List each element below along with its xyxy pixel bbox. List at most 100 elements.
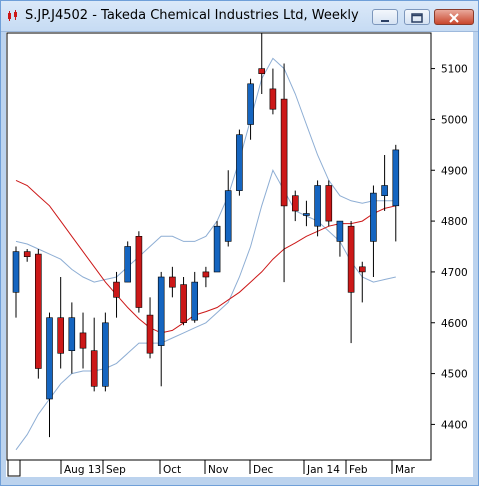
- candle-5[interactable]: [68, 302, 76, 374]
- candle-21[interactable]: [247, 78, 254, 140]
- candle-7[interactable]: [90, 317, 98, 392]
- candle-6[interactable]: [79, 312, 87, 369]
- minimize-button[interactable]: [372, 9, 398, 25]
- moving-average-layer: [15, 179, 396, 334]
- close-button[interactable]: [434, 9, 474, 25]
- candle-body: [180, 284, 187, 324]
- candle-8[interactable]: [102, 312, 109, 392]
- candles-layer: [12, 33, 400, 438]
- candle-2[interactable]: [34, 249, 42, 379]
- candle-body: [102, 322, 109, 387]
- candle-28[interactable]: [325, 180, 333, 227]
- candle-16[interactable]: [191, 271, 198, 323]
- candle-body: [124, 246, 131, 283]
- candle-body: [68, 317, 76, 352]
- band-lower-line: [15, 169, 396, 451]
- y-tick-label: 4900: [441, 165, 468, 177]
- candle-27[interactable]: [314, 180, 321, 237]
- y-tick-label: 4500: [441, 369, 468, 381]
- y-axis: 4400 4500 4600 4700 4800 4900 5000 5100: [431, 64, 468, 431]
- y-tick-label: 4400: [441, 419, 468, 431]
- candle-body: [381, 185, 388, 196]
- candle-22[interactable]: [258, 33, 265, 94]
- y-tick-label: 4700: [441, 267, 468, 279]
- candle-body: [236, 134, 243, 191]
- candle-15[interactable]: [180, 277, 187, 326]
- restore-icon: [411, 13, 423, 23]
- candle-24[interactable]: [280, 63, 288, 283]
- candle-body: [224, 190, 232, 242]
- x-tick-label: Feb: [349, 464, 368, 476]
- candle-13[interactable]: [157, 271, 165, 387]
- candle-11[interactable]: [135, 231, 143, 313]
- candle-body: [23, 251, 31, 258]
- candle-body: [336, 220, 344, 242]
- candle-body: [57, 317, 65, 354]
- candle-body: [213, 225, 221, 273]
- candle-14[interactable]: [169, 266, 176, 298]
- candle-body: [34, 253, 42, 369]
- candle-body: [90, 350, 98, 387]
- candle-body: [303, 213, 310, 216]
- y-tick-label: 5100: [441, 64, 468, 76]
- candle-body: [46, 317, 53, 400]
- candle-body: [258, 68, 265, 74]
- candle-20[interactable]: [236, 129, 243, 196]
- x-tick-label: Oct: [163, 464, 181, 476]
- minimize-icon: [381, 20, 389, 22]
- candle-17[interactable]: [202, 266, 210, 288]
- candle-31[interactable]: [358, 261, 366, 303]
- candle-body: [269, 88, 277, 110]
- candle-body: [314, 185, 321, 227]
- candle-18[interactable]: [213, 221, 221, 273]
- candle-body: [358, 266, 366, 273]
- candle-body: [370, 192, 377, 242]
- candle-34[interactable]: [392, 144, 400, 242]
- candle-30[interactable]: [347, 221, 355, 344]
- band-upper-line: [15, 57, 396, 283]
- candle-26[interactable]: [303, 200, 310, 227]
- x-tick-label: Nov: [208, 464, 229, 476]
- candle-body: [202, 271, 210, 278]
- candle-1[interactable]: [23, 249, 31, 262]
- title-bar[interactable]: S.JP.J4502 - Takeda Chemical Industries …: [1, 1, 478, 32]
- scroll-box[interactable]: [7, 459, 21, 477]
- candle-body: [157, 276, 165, 346]
- x-tick-label: Jan 14: [306, 464, 340, 476]
- candle-0[interactable]: [12, 246, 20, 318]
- candle-body: [247, 83, 254, 125]
- y-tick-label: 4600: [441, 318, 468, 330]
- candle-body: [347, 225, 355, 293]
- y-tick-label: 5000: [441, 114, 468, 126]
- candle-23[interactable]: [269, 68, 277, 115]
- candlestick-chart[interactable]: 4400 4500 4600 4700 4800 4900 5000 5100 Aug 13 S…: [6, 32, 473, 477]
- candle-4[interactable]: [57, 277, 65, 369]
- moving-average-line: [15, 179, 396, 334]
- x-tick-label: Mar: [395, 464, 415, 476]
- candle-32[interactable]: [370, 185, 377, 278]
- close-icon: [449, 13, 459, 23]
- candle-12[interactable]: [146, 297, 154, 359]
- candle-body: [392, 149, 400, 207]
- candle-9[interactable]: [113, 271, 120, 318]
- candle-body: [191, 281, 198, 321]
- candle-3[interactable]: [46, 312, 53, 438]
- candle-10[interactable]: [124, 241, 131, 283]
- chart-area: 4400 4500 4600 4700 4800 4900 5000 5100 Aug 13 S…: [6, 32, 473, 477]
- restore-button[interactable]: [404, 9, 430, 25]
- x-tick-label: Dec: [253, 464, 274, 476]
- candle-29[interactable]: [336, 220, 344, 257]
- candle-body: [146, 314, 154, 354]
- candle-body: [135, 236, 143, 308]
- candle-33[interactable]: [381, 155, 388, 211]
- candle-body: [280, 98, 288, 207]
- candlestick-chart-icon: [8, 10, 17, 21]
- window-title: S.JP.J4502 - Takeda Chemical Industries …: [25, 8, 359, 23]
- y-tick-label: 4800: [441, 216, 468, 228]
- x-tick-label: Sep: [106, 464, 126, 476]
- candle-body: [113, 281, 120, 298]
- candle-19[interactable]: [224, 170, 232, 247]
- candle-25[interactable]: [291, 190, 299, 222]
- candle-body: [169, 276, 176, 288]
